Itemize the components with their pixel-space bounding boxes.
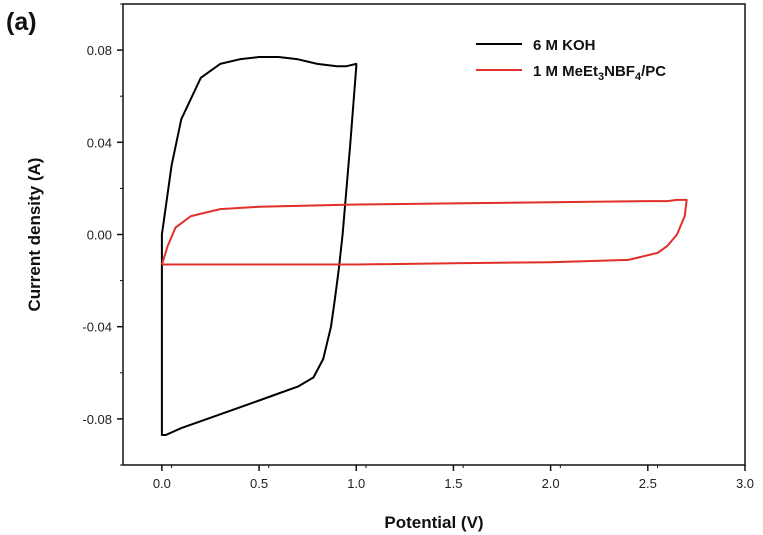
x-axis-title: Potential (V)	[384, 513, 483, 532]
y-axis: -0.08 -0.04 0.00 0.04 0.08	[82, 3, 123, 466]
legend-label-organic: 1 M MeEt3NBF4/PC	[533, 63, 666, 83]
x-tick-label: 1.5	[444, 476, 462, 491]
legend: 6 M KOH 1 M MeEt3NBF4/PC	[476, 37, 666, 83]
y-tick-label: -0.08	[82, 412, 112, 427]
x-axis: 0.0 0.5 1.0 1.5 2.0 2.5 3.0	[153, 465, 754, 491]
series-organic-line	[160, 198, 688, 266]
legend-label-koh: 6 M KOH	[533, 37, 596, 54]
x-tick-label: 0.5	[250, 476, 268, 491]
x-tick-label: 2.0	[542, 476, 560, 491]
y-tick-label: -0.04	[82, 320, 112, 335]
series-layer	[160, 56, 688, 436]
y-tick-label: 0.04	[87, 135, 112, 150]
x-tick-label: 0.0	[153, 476, 171, 491]
x-tick-label: 1.0	[347, 476, 365, 491]
series-koh-line	[160, 56, 358, 436]
x-tick-label: 3.0	[736, 476, 754, 491]
y-tick-label: 0.08	[87, 43, 112, 58]
panel-label: (a)	[6, 8, 37, 36]
y-tick-label: 0.00	[87, 228, 112, 243]
x-tick-label: 2.5	[639, 476, 657, 491]
y-axis-title: Current density (A)	[25, 158, 44, 312]
